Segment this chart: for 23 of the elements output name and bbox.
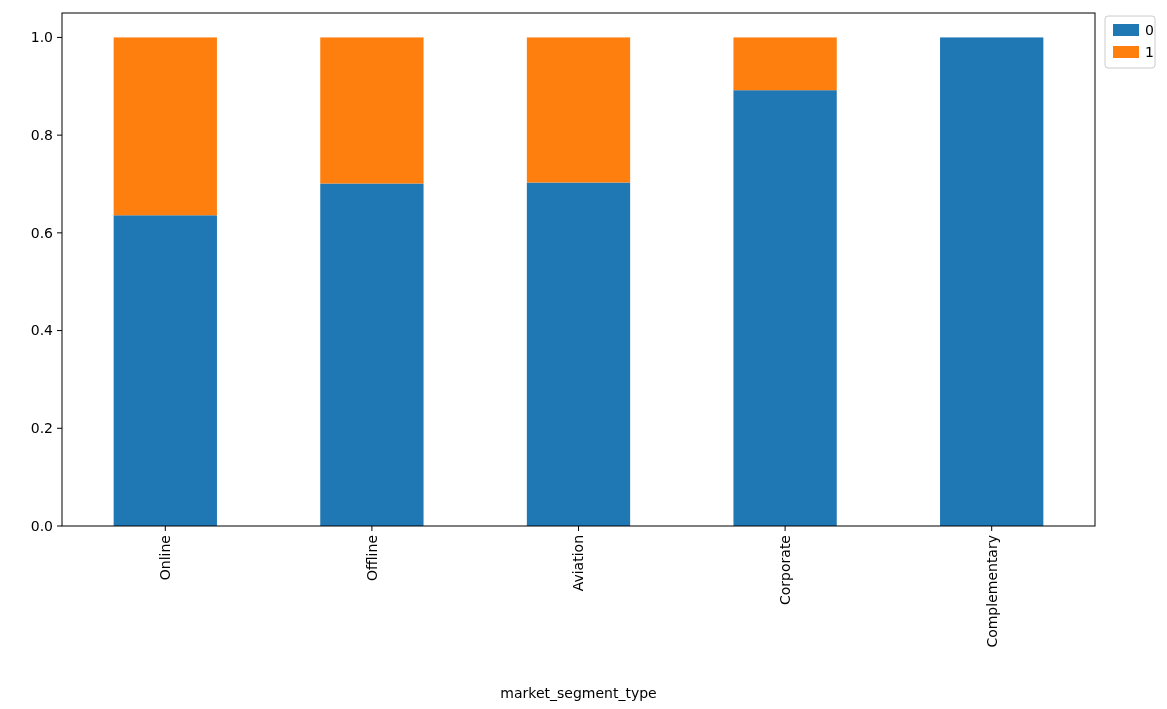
bar <box>940 37 1044 526</box>
x-axis-title: market_segment_type <box>500 685 657 701</box>
y-tick-label: 0.6 <box>30 224 54 241</box>
bar <box>113 215 217 526</box>
y-tick-label: 0.0 <box>30 517 53 534</box>
bar <box>320 37 424 184</box>
y-tick-label: 0.2 <box>30 420 53 437</box>
x-tick-label: Corporate <box>777 535 793 605</box>
bar <box>733 37 837 91</box>
x-tick-label: Aviation <box>570 535 587 592</box>
y-tick-label: 0.4 <box>30 322 54 339</box>
bar <box>526 37 631 183</box>
x-tick-label: Complementary <box>983 535 1000 648</box>
legend-label: 1 <box>1145 43 1154 60</box>
bar <box>113 37 217 216</box>
bar <box>320 183 424 526</box>
x-tick-label: Offline <box>363 535 380 581</box>
x-tick-label: Online <box>157 535 174 581</box>
legend-label: 0 <box>1145 21 1154 38</box>
y-tick-label: 1.0 <box>30 29 53 46</box>
bar <box>526 182 631 526</box>
y-tick-label: 0.8 <box>30 127 53 144</box>
bar <box>733 90 837 526</box>
